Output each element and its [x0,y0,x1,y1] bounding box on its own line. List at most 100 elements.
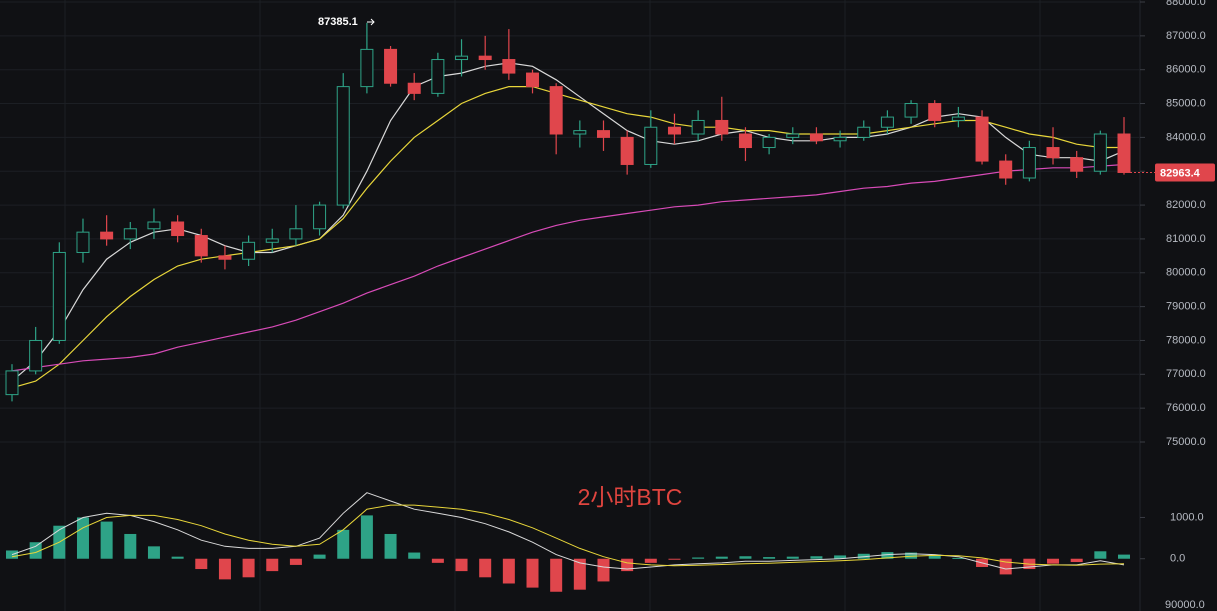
macd-bar [479,558,492,578]
macd-bar [218,558,231,580]
macd-bar [147,546,160,559]
candle-body [242,241,256,260]
ma-line [11,86,1124,389]
candle-body [596,130,610,138]
candle-body [1022,147,1036,179]
macd-bar [928,554,941,559]
candle-body [455,55,469,61]
macd-bar [171,556,184,559]
high-arrow-head [370,18,375,26]
candle-body [549,86,563,135]
y-tick-label: 84000.0 [1166,131,1206,143]
macd-y-tick-label: 1000.0 [1170,511,1204,523]
candle-body [1046,147,1060,159]
y-tick-label: 75000.0 [1166,436,1206,448]
macd-bar [668,558,681,560]
candle-body [407,82,421,94]
macd-y-tick-label: 0.0 [1170,553,1185,565]
candle-body [289,228,303,240]
candle-body [999,160,1013,179]
y-tick-label: 86000.0 [1166,64,1206,76]
last-price-box [1155,163,1215,182]
candle-body [218,255,232,260]
candle-body [809,133,823,142]
candle-body [715,119,729,135]
macd-bar [952,557,965,559]
candle-body [478,55,492,61]
candle-body [928,103,942,121]
candle-body [29,339,43,372]
macd-bar [573,558,586,590]
candle-body [52,251,66,341]
macd-bar [289,558,302,565]
macd-bar [1118,554,1130,559]
macd-dea [11,504,1125,567]
candle-body [265,238,279,243]
macd-bar [6,550,18,559]
watermark-title: 2小时BTC [578,484,683,510]
y-tick-label: 85000.0 [1166,97,1206,109]
candle-body [76,231,90,253]
candle-body [526,72,540,88]
candle-body [786,133,800,138]
candle-body [147,221,161,230]
candle-body [833,136,847,142]
macd-bar [195,558,208,570]
y-tick-label: 79000.0 [1166,301,1206,313]
candle-body [5,370,19,396]
macd-bar [360,515,373,559]
macd-bar [550,558,563,592]
candle-body [123,228,137,240]
candle-body [738,133,752,149]
macd-bar [100,521,113,559]
candle-body [573,130,587,135]
y-tick-label: 82000.0 [1166,199,1206,211]
candle-body [620,136,634,165]
candle-body [1117,133,1131,173]
axis-cut-label: 90000.0 [1165,599,1205,611]
candle-body [1093,133,1107,172]
macd-bar [715,556,728,559]
macd-bar [1047,558,1060,564]
y-tick-label: 80000.0 [1166,267,1206,279]
macd-bar [76,517,89,559]
macd-bar [408,552,421,559]
candle-body [502,59,516,74]
high-label: 87385.1 [318,16,358,28]
macd-bar [786,556,799,559]
candle-body [431,59,445,94]
ma-line [11,163,1125,372]
macd-bar [597,558,610,582]
macd-bar [313,554,326,559]
macd-bar [502,558,515,584]
y-tick-label: 77000.0 [1166,368,1206,380]
candle-body [100,231,114,240]
y-tick-label: 78000.0 [1166,334,1206,346]
macd-bar [242,558,255,578]
candle-body [384,48,398,84]
y-tick-label: 87000.0 [1166,30,1206,42]
macd-bar [810,556,823,559]
y-tick-label: 76000.0 [1166,402,1206,414]
macd-bar [739,556,752,559]
macd-bar [905,552,918,559]
candle-body [762,136,776,149]
candle-body [904,103,918,118]
candle-body [951,116,965,121]
candle-body [667,126,681,135]
macd-bar [881,552,894,559]
macd-bar [337,529,350,559]
macd-bar [526,558,539,588]
y-tick-label: 88000.0 [1166,0,1206,8]
candle-body [1070,157,1084,172]
macd-bar [1094,551,1107,559]
candle-body [336,86,350,206]
candle-body [880,116,894,128]
macd-bar [124,533,137,559]
candle-body [975,116,989,162]
macd-bar [763,557,776,559]
macd-bar [1070,558,1083,563]
